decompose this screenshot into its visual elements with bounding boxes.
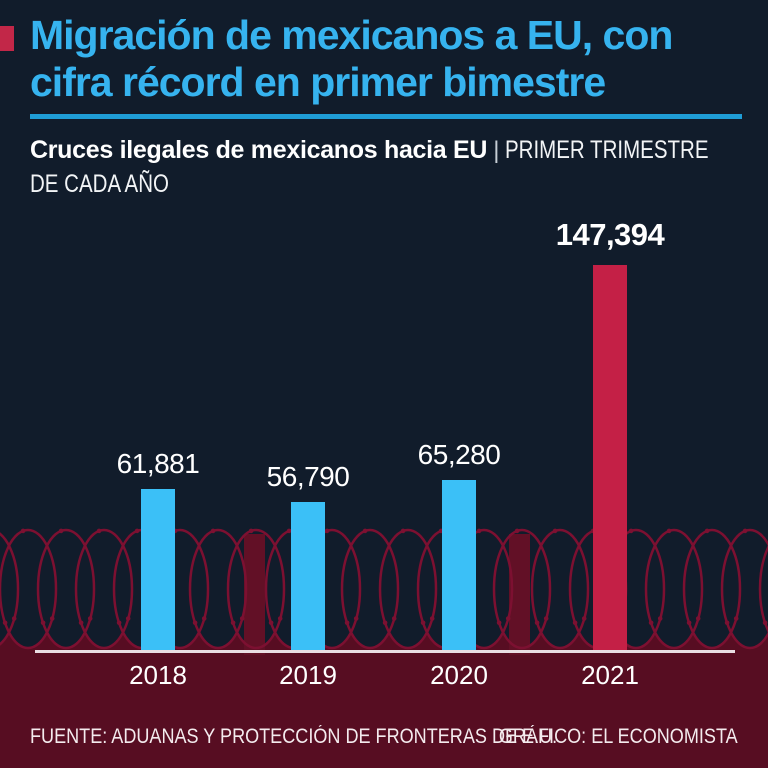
page-title: Migración de mexicanos a EU, con cifra r… [30,12,673,106]
subtitle-separator: | [493,137,500,164]
bar-2020 [442,480,476,651]
red-accent-square [0,26,14,51]
subtitle-light-line2: DE CADA AÑO [30,170,169,198]
bar-2018 [141,489,175,651]
bar-group-2018: 61,881 [88,448,228,651]
x-tick-2018: 2018 [129,660,187,690]
title-underline [30,114,742,119]
bar-value-label-2021: 147,394 [555,217,665,252]
bar-value-label-2018: 61,881 [116,448,200,479]
chart-subtitle: Cruces ilegales de mexicanos hacia EU | PR… [30,136,755,204]
bar-value-label-2020: 65,280 [417,439,501,470]
bar-group-2019: 56,790 [238,461,378,651]
bar-group-2020: 65,280 [389,439,529,651]
subtitle-bold: Cruces ilegales de mexicanos hacia EU [30,136,488,164]
x-tick-2019: 2019 [279,660,337,690]
subtitle-light-line1: PRIMER TRIMESTRE [505,136,709,164]
page-title-line1: Migración de mexicanos a EU, con [30,12,673,58]
x-tick-2021: 2021 [581,660,639,690]
x-axis-line [35,650,735,653]
bar-group-2021: 147,394 [540,217,680,651]
source-credit: FUENTE: ADUANAS Y PROTECCIÓN DE FRONTERA… [30,725,558,748]
bar-2019 [291,502,325,651]
bar-value-label-2019: 56,790 [266,461,350,492]
bar-2021 [593,265,627,651]
page-title-line2: cifra récord en primer bimestre [30,59,606,105]
graphic-credit: GRÁFICO: EL ECONOMISTA [499,725,738,748]
x-tick-2020: 2020 [430,660,488,690]
